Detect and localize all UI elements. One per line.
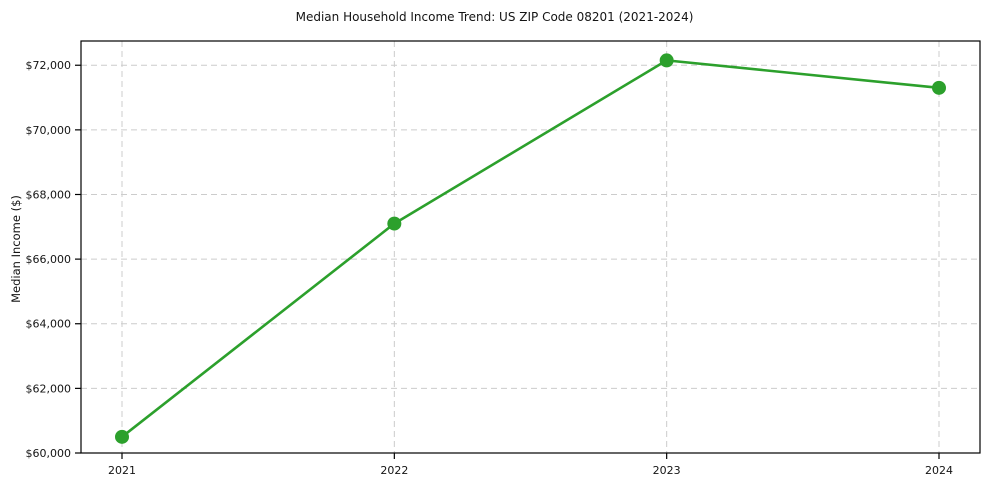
trend-line (120, 59, 941, 439)
data-point-2022 (387, 216, 402, 231)
y-tick-label: $62,000 (26, 382, 72, 395)
y-tick-label: $64,000 (26, 318, 72, 331)
y-tick-label: $72,000 (26, 59, 72, 72)
chart-title: Median Household Income Trend: US ZIP Co… (295, 10, 694, 24)
x-tick-label: 2023 (653, 464, 681, 477)
plot-border (80, 40, 981, 454)
x-tick-label: 2022 (380, 464, 408, 477)
data-point-2023 (659, 53, 674, 68)
data-point-2021 (115, 429, 129, 444)
y-tick-label: $60,000 (26, 447, 72, 460)
y-tick-label: $68,000 (26, 188, 72, 201)
x-tick-label: 2021 (108, 464, 136, 477)
y-tick-label: $70,000 (26, 124, 72, 137)
y-tick-label: $66,000 (26, 253, 72, 266)
data-point-2024 (932, 80, 946, 95)
x-tick-label: 2024 (925, 464, 953, 477)
